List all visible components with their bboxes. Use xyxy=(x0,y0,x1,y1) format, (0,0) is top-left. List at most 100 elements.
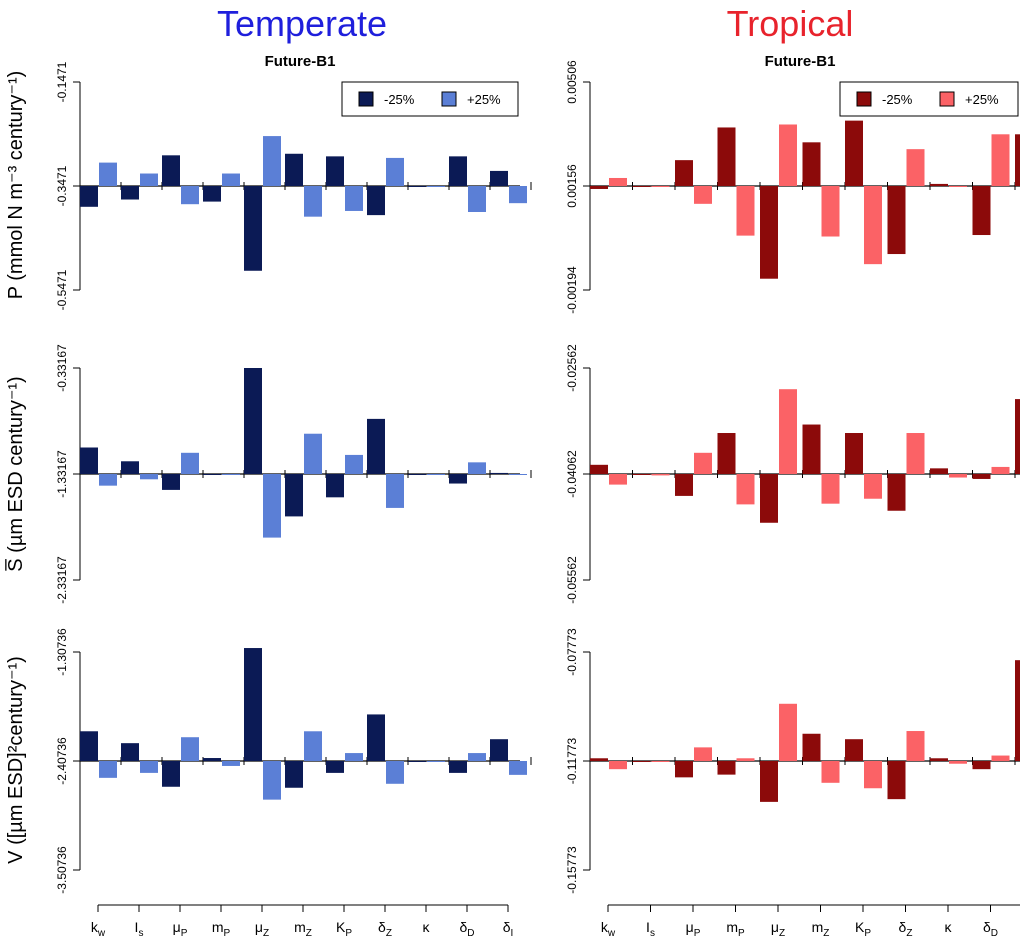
bar-minus25-κ xyxy=(930,468,948,474)
bar-plus25-μZ xyxy=(779,703,797,761)
x-tick-label-kw: kw xyxy=(91,919,106,939)
y-tick-label: -0.02562 xyxy=(565,344,579,392)
bar-plus25-kw xyxy=(609,474,627,485)
bar-minus25-δI xyxy=(1015,399,1020,474)
bar-plus25-μP xyxy=(181,186,199,205)
bar-minus25-mP xyxy=(717,127,736,186)
bar-minus25-mZ xyxy=(802,142,821,186)
y-tick-label: -0.05562 xyxy=(565,556,579,604)
bar-plus25-δZ xyxy=(386,157,404,186)
bar-minus25-mZ xyxy=(285,474,303,517)
legend-label-minus25: -25% xyxy=(882,92,913,107)
bar-minus25-μP xyxy=(675,761,693,778)
bar-minus25-μZ xyxy=(760,474,778,523)
x-tick-label-κ: κ xyxy=(945,919,953,935)
bar-minus25-μZ xyxy=(244,368,262,474)
y-tick-label: 0.00156 xyxy=(565,164,579,208)
bar-plus25-μP xyxy=(694,186,712,204)
bar-plus25-δD xyxy=(468,753,486,761)
bar-minus25-Is xyxy=(632,761,651,762)
x-tick-label-mP: mP xyxy=(212,919,231,939)
bar-plus25-mP xyxy=(222,474,240,475)
bar-minus25-KP xyxy=(326,761,344,773)
bar-minus25-δI xyxy=(1015,134,1020,186)
bar-minus25-μP xyxy=(162,474,180,490)
y-tick-label: -1.33167 xyxy=(55,450,69,498)
x-tick-label-κ: κ xyxy=(423,919,431,935)
bar-plus25-κ xyxy=(427,186,445,187)
bar-minus25-KP xyxy=(845,433,863,474)
bar-minus25-Is xyxy=(632,474,651,475)
bar-plus25-κ xyxy=(949,761,967,764)
x-tick-label-Is: Is xyxy=(135,919,144,939)
y-tick-label: -3.50736 xyxy=(55,846,69,894)
bar-plus25-mP xyxy=(222,761,240,766)
bar-plus25-κ xyxy=(949,186,967,187)
bar-plus25-δD xyxy=(991,466,1010,474)
y-tick-label: -0.5471 xyxy=(55,269,69,310)
bar-plus25-Is xyxy=(140,761,158,773)
bar-minus25-μP xyxy=(162,761,180,787)
bar-plus25-μZ xyxy=(779,124,797,186)
bar-plus25-mP xyxy=(736,758,755,761)
legend-swatch-minus25 xyxy=(856,91,872,107)
x-tick-label-δI: δI xyxy=(503,919,514,939)
bar-plus25-KP xyxy=(345,454,363,474)
bar-minus25-μP xyxy=(675,160,693,186)
bar-plus25-μP xyxy=(694,452,712,474)
x-tick-label-δZ: δZ xyxy=(378,919,392,939)
bar-plus25-μZ xyxy=(779,389,797,474)
chart-panel-temperate-1: -0.33167 -1.33167 -2.33167 xyxy=(55,344,532,604)
chart-panel-temperate-2: -1.30736 -2.40736 -3.50736 kw Is μP mP μZ mZ KP δZ… xyxy=(55,628,532,939)
bar-plus25-δI xyxy=(509,474,527,475)
bar-minus25-δZ xyxy=(367,714,385,761)
bar-plus25-mZ xyxy=(304,731,322,761)
bar-minus25-mZ xyxy=(802,733,821,761)
bar-minus25-δI xyxy=(490,170,508,186)
bar-minus25-KP xyxy=(845,120,863,186)
bar-minus25-μZ xyxy=(244,186,262,271)
bar-minus25-mP xyxy=(717,761,736,775)
bar-minus25-mZ xyxy=(285,761,303,788)
bar-minus25-mP xyxy=(717,433,736,474)
bar-plus25-δZ xyxy=(386,761,404,784)
bar-minus25-μZ xyxy=(244,648,262,761)
bar-plus25-δZ xyxy=(386,474,404,508)
bar-plus25-κ xyxy=(949,474,967,478)
bar-plus25-Is xyxy=(651,474,670,476)
x-tick-label-kw: kw xyxy=(601,919,616,939)
column-title-temperate: Temperate xyxy=(217,3,387,44)
bar-plus25-KP xyxy=(345,753,363,761)
bar-minus25-δZ xyxy=(367,186,385,216)
bar-minus25-δD xyxy=(449,474,467,484)
x-tick-label-μZ: μZ xyxy=(255,919,269,939)
bar-minus25-Is xyxy=(121,743,139,761)
column-title-tropical: Tropical xyxy=(727,3,854,44)
bar-plus25-mZ xyxy=(821,474,840,504)
y-axis-label-row2: V ([µm ESD]²century⁻¹) xyxy=(5,656,27,864)
bar-plus25-δI xyxy=(509,186,527,204)
bar-plus25-δD xyxy=(991,755,1010,761)
bar-plus25-mZ xyxy=(304,433,322,474)
bar-minus25-δD xyxy=(972,474,991,479)
x-tick-label-δD: δD xyxy=(983,919,998,939)
bar-plus25-μP xyxy=(694,747,712,761)
bar-minus25-δZ xyxy=(887,761,906,800)
legend-label-minus25: -25% xyxy=(384,92,415,107)
bar-minus25-kw xyxy=(80,186,98,207)
bar-plus25-δD xyxy=(991,134,1010,186)
y-tick-label: -0.11773 xyxy=(565,737,579,784)
x-tick-label-μP: μP xyxy=(686,919,701,939)
y-tick-label: 0.00506 xyxy=(565,60,579,104)
bar-minus25-kw xyxy=(590,758,608,761)
bar-plus25-κ xyxy=(427,761,445,762)
legend-swatch-plus25 xyxy=(441,91,457,107)
bar-minus25-μP xyxy=(675,474,693,496)
y-tick-label: -0.04062 xyxy=(565,450,579,498)
bar-minus25-δD xyxy=(449,156,467,186)
bar-minus25-δD xyxy=(449,761,467,773)
bar-minus25-μZ xyxy=(760,761,778,802)
y-tick-label: -0.15773 xyxy=(565,846,579,894)
